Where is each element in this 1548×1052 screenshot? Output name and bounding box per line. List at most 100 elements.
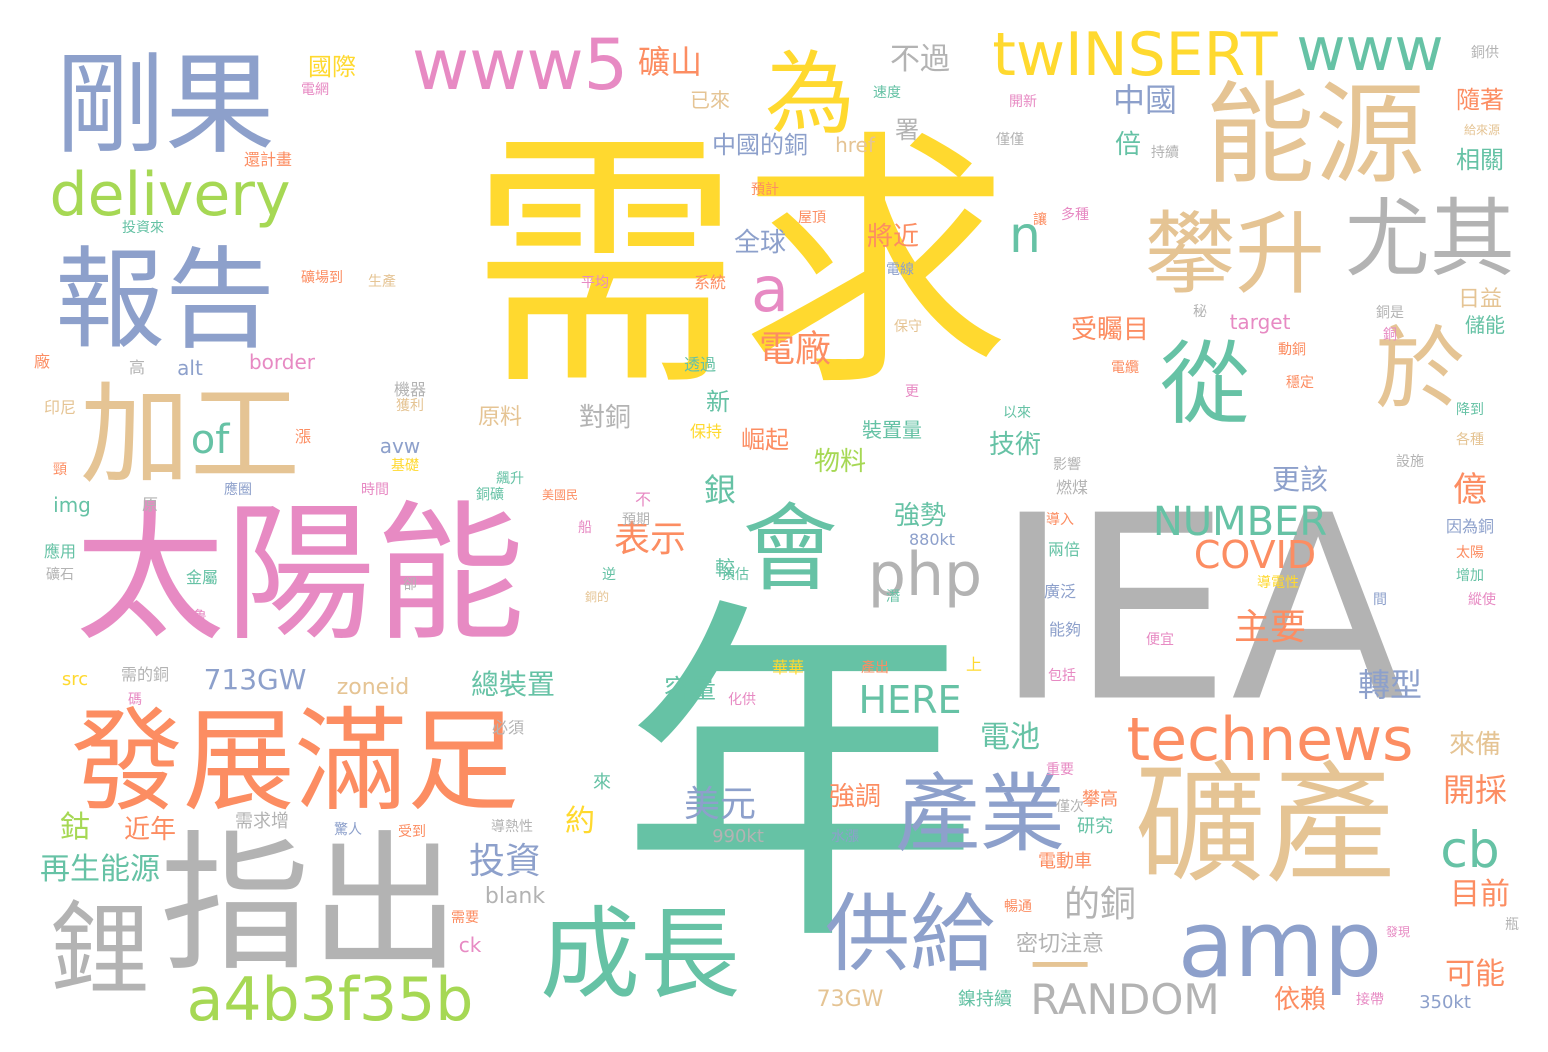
cloud-word: 不 xyxy=(634,490,652,509)
cloud-word: 受到 xyxy=(398,824,426,840)
cloud-word: a4b3f35b xyxy=(186,965,474,1035)
cloud-word: href xyxy=(835,133,875,157)
cloud-word: 導入 xyxy=(1046,512,1074,528)
cloud-word: 接帶 xyxy=(1356,992,1384,1008)
cloud-word: 需求 xyxy=(470,107,1010,422)
cloud-word: RANDOM xyxy=(1030,975,1220,1024)
cloud-word: 廣泛 xyxy=(1043,582,1077,601)
cloud-word: 僅僅 xyxy=(996,132,1024,148)
cloud-word: a xyxy=(751,253,789,326)
cloud-word: IEA xyxy=(994,461,1406,759)
cloud-word: 需的銅 xyxy=(120,665,170,684)
cloud-word: 中國 xyxy=(1112,81,1178,119)
cloud-word: 電纜 xyxy=(1111,360,1139,376)
cloud-word: 崛起 xyxy=(741,426,789,454)
cloud-word: 指出 xyxy=(159,818,461,992)
cloud-word: 多種 xyxy=(1061,207,1089,223)
cloud-word: 會 xyxy=(742,494,838,605)
cloud-word: 飆升 xyxy=(496,471,524,487)
cloud-word: 便宜 xyxy=(1146,632,1174,648)
cloud-word: 發現 xyxy=(1385,925,1411,939)
cloud-word: 生產 xyxy=(368,274,396,290)
cloud-word: 73GW xyxy=(816,987,884,1012)
cloud-word: src xyxy=(61,669,89,690)
cloud-word: 供給 xyxy=(824,885,996,985)
cloud-word: 礦場到 xyxy=(301,270,343,286)
cloud-word: 屋頂 xyxy=(798,210,826,226)
cloud-word: 發展滿足 xyxy=(71,697,519,827)
cloud-word: 880kt xyxy=(908,530,956,549)
cloud-word: 燃煤 xyxy=(1055,478,1089,497)
cloud-word: 全球 xyxy=(733,228,787,258)
cloud-word: 礦產 xyxy=(1134,749,1396,901)
cloud-word: 水漲 xyxy=(831,829,859,845)
cloud-word: 給來源 xyxy=(1463,123,1501,137)
cloud-word: 漲 xyxy=(294,427,312,446)
cloud-word: target xyxy=(1229,310,1291,334)
cloud-word: 增加 xyxy=(1456,568,1484,584)
cloud-word: 攀升 xyxy=(1145,202,1325,307)
cloud-word: 持續 xyxy=(1151,145,1179,161)
cloud-word: 350kt xyxy=(1419,992,1471,1013)
cloud-word: 穩定 xyxy=(1286,375,1314,391)
cloud-word: 從 xyxy=(1160,332,1250,437)
cloud-word: 更 xyxy=(905,384,919,400)
cloud-word: 強勢 xyxy=(893,501,947,531)
cloud-word: 僅次 xyxy=(1056,799,1084,815)
cloud-word: HERE xyxy=(858,678,962,722)
cloud-word: 物料 xyxy=(813,447,867,477)
cloud-word: 年 xyxy=(620,570,980,989)
cloud-word: 金屬 xyxy=(185,568,219,587)
cloud-word: 時間 xyxy=(361,482,389,498)
cloud-word: 秘 xyxy=(1193,304,1207,320)
cloud-word: 礦石 xyxy=(46,567,74,583)
cloud-word: 銅的 xyxy=(584,590,610,604)
cloud-word: 太陽能 xyxy=(74,488,526,662)
cloud-word: 卻 xyxy=(403,577,417,593)
cloud-word: 基礎 xyxy=(391,458,419,474)
cloud-word: 鎳持續 xyxy=(958,989,1012,1010)
cloud-word: 鋰 xyxy=(50,891,150,1008)
cloud-word: 速度 xyxy=(873,85,901,101)
cloud-word: 獲利 xyxy=(396,398,424,414)
cloud-word: 系統 xyxy=(693,273,727,292)
cloud-word: 華華 xyxy=(771,658,805,677)
cloud-word: 為 xyxy=(765,42,855,147)
cloud-word: 日益 xyxy=(1457,287,1503,312)
cloud-word: 產業 xyxy=(894,765,1066,865)
cloud-word: 依賴 xyxy=(1273,985,1327,1015)
cloud-word: 中國的銅 xyxy=(712,131,808,159)
cloud-word: 平均 xyxy=(581,275,609,291)
cloud-word: 的銅 xyxy=(1063,884,1137,925)
cloud-word: 儲能 xyxy=(1465,313,1505,337)
cloud-word: cb xyxy=(1440,821,1500,879)
cloud-word: 高 xyxy=(128,358,146,377)
cloud-word: 新 xyxy=(706,388,730,416)
cloud-word: 電網 xyxy=(301,82,329,98)
cloud-word: 隨著 xyxy=(1456,86,1504,114)
cloud-word: 銅供 xyxy=(1471,45,1499,61)
cloud-word: 研究 xyxy=(1077,816,1113,837)
cloud-word: 太陽 xyxy=(1456,545,1484,561)
cloud-word: n xyxy=(1009,206,1041,264)
cloud-word: 電池 xyxy=(980,720,1040,755)
cloud-word: ck xyxy=(458,933,482,957)
cloud-word: 鈷 xyxy=(60,810,90,845)
cloud-word: 碼 xyxy=(128,692,142,708)
cloud-word: 成長 xyxy=(540,896,740,1013)
cloud-word: 國際 xyxy=(308,53,356,81)
cloud-word: twINSERT xyxy=(992,20,1278,90)
cloud-word: 因為銅 xyxy=(1445,517,1495,536)
cloud-word: php xyxy=(867,540,983,610)
cloud-word: 逆 xyxy=(602,567,616,583)
cloud-word: 包括 xyxy=(1048,668,1076,684)
cloud-word: 剛果 xyxy=(55,41,275,169)
cloud-word: 動銅 xyxy=(1278,342,1306,358)
cloud-word: 已來 xyxy=(690,88,730,112)
cloud-word: 強調 xyxy=(828,782,882,812)
cloud-word: 驚人 xyxy=(334,822,362,838)
cloud-word: 導電性 xyxy=(1257,575,1299,591)
cloud-word: 電廠 xyxy=(758,329,832,370)
cloud-word: 各種 xyxy=(1456,432,1484,448)
